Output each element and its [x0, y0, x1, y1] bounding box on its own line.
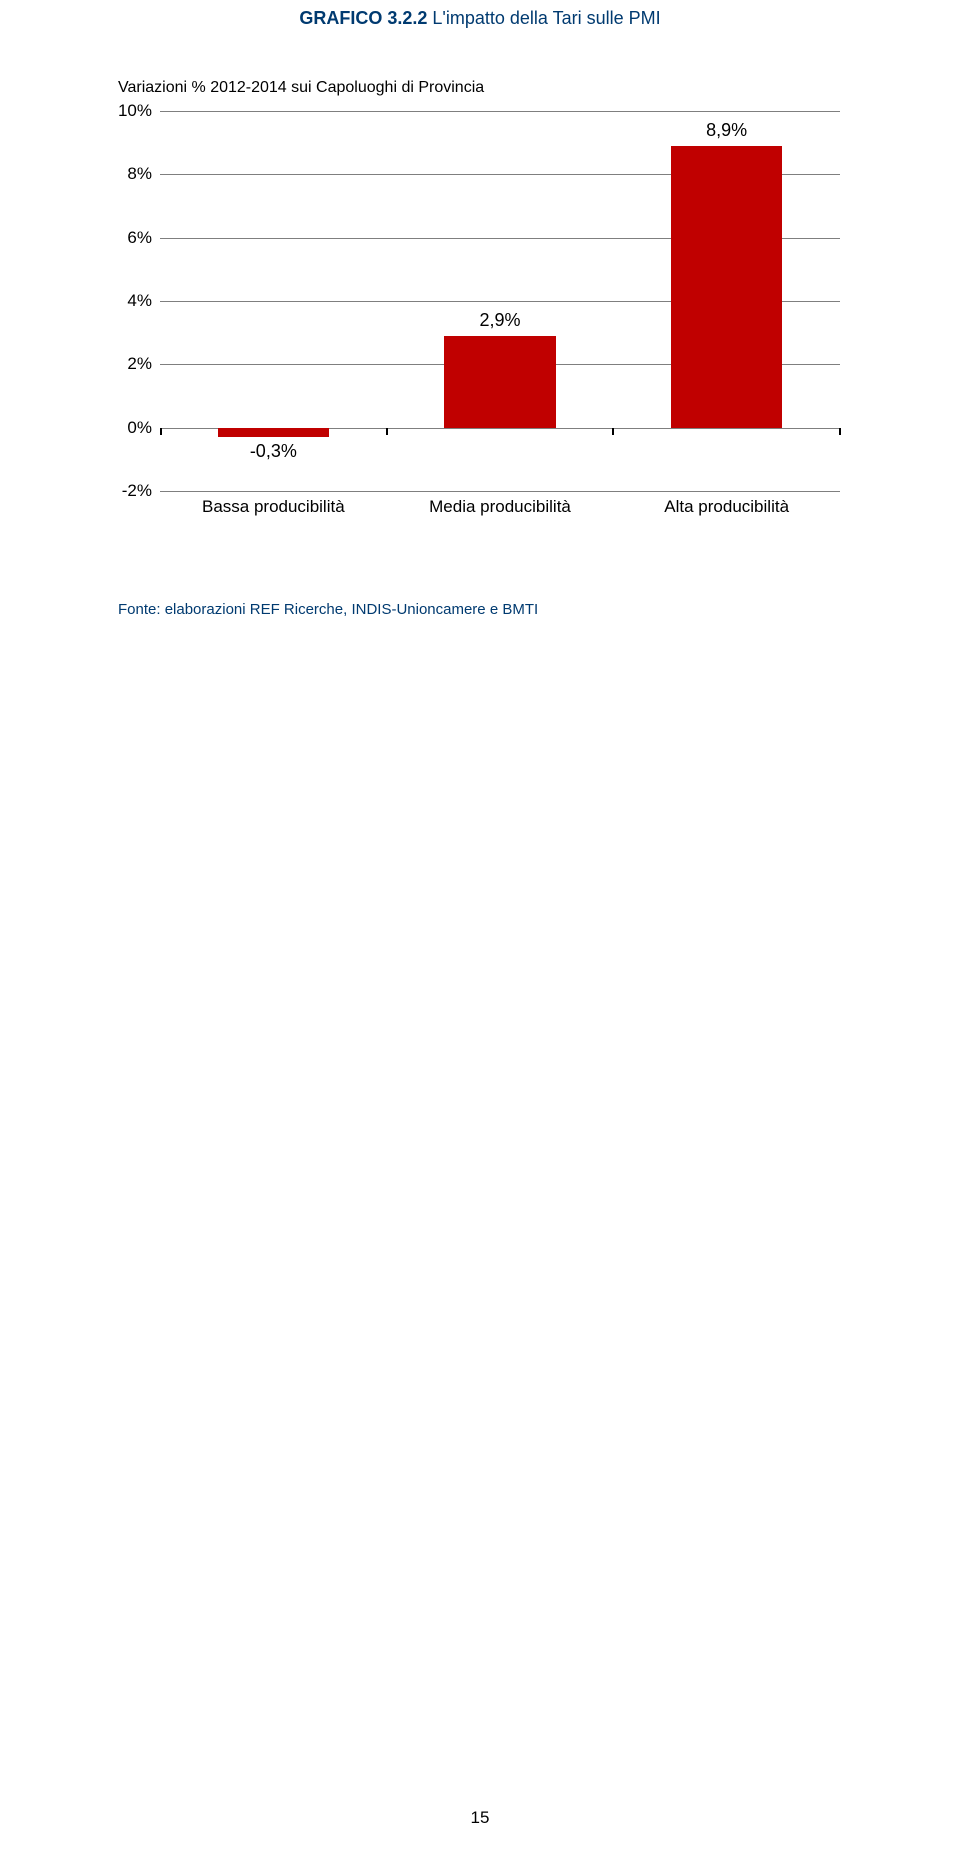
x-tick: [839, 428, 841, 435]
x-axis-label: Bassa producibilità: [202, 497, 345, 517]
x-tick: [386, 428, 388, 435]
chart-title-text: L'impatto della Tari sulle PMI: [432, 8, 660, 28]
y-axis-label: 6%: [100, 228, 152, 248]
y-axis-label: 2%: [100, 354, 152, 374]
bar-value-label: -0,3%: [250, 441, 297, 462]
gridline: [160, 111, 840, 112]
bar-value-label: 2,9%: [479, 310, 520, 331]
x-axis-label: Alta producibilità: [664, 497, 789, 517]
chart-wrapper: Variazioni % 2012-2014 sui Capoluoghi di…: [100, 79, 870, 618]
page-number: 15: [0, 1808, 960, 1828]
gridline: [160, 491, 840, 492]
chart-title: GRAFICO 3.2.2 L'impatto della Tari sulle…: [90, 8, 870, 29]
page-container: GRAFICO 3.2.2 L'impatto della Tari sulle…: [0, 0, 960, 618]
chart-title-prefix: GRAFICO 3.2.2: [299, 8, 432, 28]
chart-source: Fonte: elaborazioni REF Ricerche, INDIS-…: [118, 601, 870, 618]
y-axis-label: 8%: [100, 164, 152, 184]
bar-value-label: 8,9%: [706, 120, 747, 141]
bar-chart: -0,3% Bassa producibilità 2,9% Media produc…: [100, 111, 840, 516]
bar: [671, 146, 782, 428]
plot-area: -0,3%Bassa producibilità2,9%Media produc…: [160, 111, 840, 491]
y-axis-label: -2%: [100, 481, 152, 501]
x-tick: [612, 428, 614, 435]
chart-subtitle: Variazioni % 2012-2014 sui Capoluoghi di…: [118, 79, 870, 97]
x-tick: [160, 428, 162, 435]
y-axis-label: 10%: [100, 101, 152, 121]
bar: [218, 428, 329, 438]
x-axis-label: Media producibilità: [429, 497, 571, 517]
bar: [444, 336, 555, 428]
y-axis-label: 0%: [100, 418, 152, 438]
y-axis-label: 4%: [100, 291, 152, 311]
